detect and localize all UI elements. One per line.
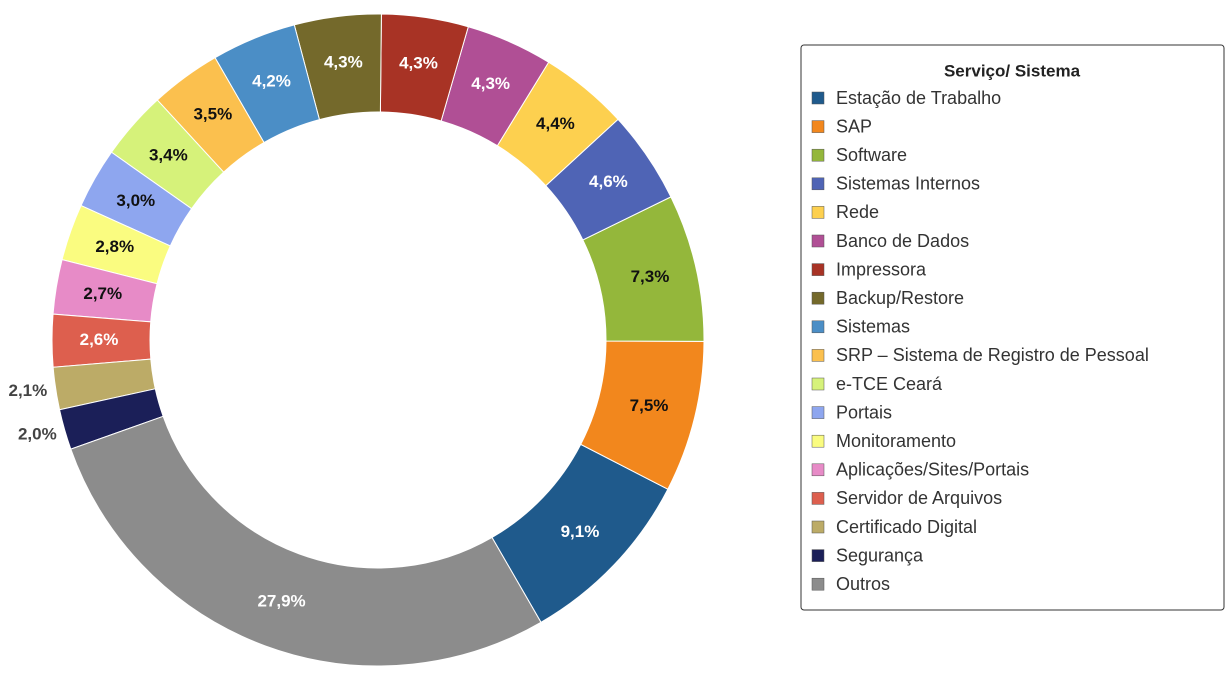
data-label: 2,8% — [95, 237, 134, 256]
data-label: 7,3% — [631, 267, 670, 286]
data-label: 27,9% — [257, 591, 305, 610]
data-label: 9,1% — [561, 522, 600, 541]
data-label: 3,4% — [149, 145, 188, 164]
legend-label: e-TCE Ceará — [836, 374, 943, 394]
legend-label: Rede — [836, 202, 879, 222]
legend-label: Sistemas — [836, 317, 910, 337]
legend-label: Outros — [836, 574, 890, 594]
legend-title: Serviço/ Sistema — [944, 61, 1081, 80]
legend-label: Impressora — [836, 259, 927, 279]
legend-swatch — [811, 206, 825, 219]
legend-swatch — [811, 406, 825, 419]
legend-swatch — [811, 549, 825, 562]
legend-label: Estação de Trabalho — [836, 88, 1001, 108]
legend-label: Backup/Restore — [836, 288, 964, 308]
legend-label: Portais — [836, 402, 892, 422]
legend-label: SAP — [836, 116, 872, 136]
data-label: 4,3% — [324, 53, 363, 72]
data-label: 2,0% — [18, 425, 57, 444]
legend-swatch — [811, 520, 825, 534]
legend-swatch — [811, 434, 825, 448]
data-label: 4,6% — [589, 172, 628, 191]
legend-swatch — [811, 492, 825, 505]
legend-swatch — [811, 349, 825, 362]
legend-swatch — [811, 291, 825, 305]
legend-swatch — [811, 577, 825, 591]
data-label: 4,2% — [252, 72, 291, 91]
data-label: 3,5% — [193, 105, 232, 124]
legend-label: Software — [836, 145, 907, 165]
data-label: 3,0% — [116, 191, 155, 210]
data-label: 2,1% — [8, 381, 47, 400]
data-label: 4,4% — [536, 114, 575, 133]
data-label: 4,3% — [399, 53, 438, 72]
legend-label: Segurança — [836, 545, 924, 565]
legend-swatch — [811, 234, 825, 248]
legend-swatch — [811, 91, 825, 105]
legend-swatch — [811, 120, 825, 133]
data-label: 2,7% — [83, 284, 122, 303]
donut-slice — [70, 415, 542, 667]
legend-swatch — [811, 320, 825, 334]
legend-swatch — [811, 463, 825, 477]
legend-box — [800, 44, 1225, 611]
data-label: 2,6% — [80, 330, 119, 349]
legend-label: Certificado Digital — [836, 517, 977, 537]
legend-swatch — [811, 148, 825, 162]
legend-label: Monitoramento — [836, 431, 956, 451]
legend-swatch — [811, 177, 825, 191]
legend-label: Aplicações/Sites/Portais — [836, 460, 1029, 480]
data-label: 7,5% — [630, 396, 669, 415]
legend-label: SRP – Sistema de Registro de Pessoal — [836, 345, 1149, 365]
data-label: 4,3% — [471, 74, 510, 93]
legend-label: Servidor de Arquivos — [836, 488, 1002, 508]
legend-label: Sistemas Internos — [836, 174, 980, 194]
legend-swatch — [811, 263, 825, 276]
legend-label: Banco de Dados — [836, 231, 969, 251]
legend-swatch — [811, 377, 825, 391]
